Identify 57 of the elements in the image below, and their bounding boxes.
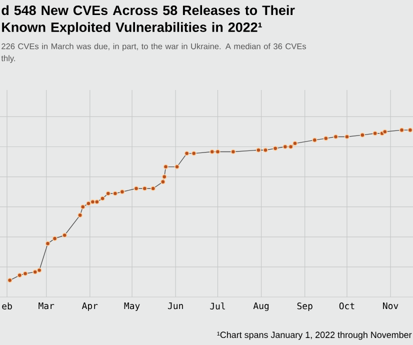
x-tick-label: Mar bbox=[38, 302, 54, 310]
point bbox=[288, 144, 294, 150]
point bbox=[100, 196, 106, 202]
point bbox=[94, 199, 100, 204]
point bbox=[408, 128, 413, 133]
point bbox=[78, 212, 83, 218]
point bbox=[323, 136, 328, 141]
point bbox=[86, 200, 92, 206]
x-tick-label: Sep bbox=[297, 302, 312, 312]
x-tick-label: Nov bbox=[383, 302, 398, 310]
x-tick-label: Jul bbox=[210, 302, 225, 310]
x-tick-label: Aug bbox=[253, 302, 269, 311]
x-tick-label: Jun bbox=[168, 302, 183, 310]
point bbox=[106, 190, 111, 196]
point bbox=[120, 189, 125, 194]
point bbox=[150, 186, 156, 192]
x-tick-label: May bbox=[124, 302, 140, 311]
point bbox=[36, 268, 42, 273]
point bbox=[230, 149, 236, 154]
text: ¹Chart spans January 1, 2022 through November bbox=[217, 331, 412, 340]
point bbox=[382, 129, 388, 134]
point bbox=[112, 190, 118, 196]
x-tick-label: Apr bbox=[82, 302, 98, 311]
point bbox=[191, 150, 196, 156]
point bbox=[32, 269, 38, 274]
point bbox=[272, 146, 278, 151]
point bbox=[162, 174, 167, 180]
point bbox=[262, 148, 268, 153]
point bbox=[174, 164, 180, 170]
point bbox=[90, 199, 96, 204]
point bbox=[312, 138, 318, 143]
point bbox=[7, 278, 12, 283]
chart-subtitle: 226 CVEs in March was due, in part, to the war in Ukraine. A median of 36 CVEs thly. bbox=[1, 43, 306, 63]
point bbox=[360, 132, 365, 138]
chart-title: d 548 New CVEs Across 58 Releases to Their Known Exploited Vulnerabilities in 2022¹ bbox=[2, 5, 295, 35]
x-tick-label: Oct bbox=[339, 302, 354, 310]
point bbox=[210, 149, 215, 154]
point bbox=[17, 272, 22, 278]
point bbox=[62, 232, 68, 238]
point bbox=[372, 130, 378, 136]
point bbox=[80, 204, 86, 210]
point bbox=[256, 148, 262, 153]
point bbox=[282, 144, 288, 150]
point bbox=[45, 241, 50, 246]
point bbox=[333, 134, 338, 140]
point bbox=[215, 149, 220, 154]
point bbox=[184, 150, 190, 156]
point bbox=[292, 140, 298, 146]
point bbox=[399, 128, 404, 133]
point bbox=[142, 186, 148, 192]
point bbox=[52, 236, 58, 242]
point bbox=[134, 186, 139, 192]
point bbox=[163, 164, 168, 170]
point bbox=[22, 271, 28, 276]
point bbox=[160, 179, 166, 184]
x-tick-label: eb bbox=[2, 302, 12, 310]
point bbox=[344, 134, 350, 140]
